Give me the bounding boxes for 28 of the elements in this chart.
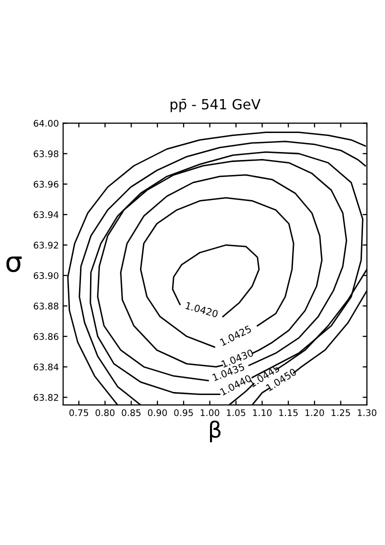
y-tick-label: 63.84 — [34, 364, 58, 370]
y-tick-label: 63.86 — [34, 333, 58, 340]
line-series — [172, 244, 260, 318]
x-tick-label: 0.95 — [174, 409, 193, 416]
x-tick-label: 1.25 — [332, 409, 350, 416]
line-series — [140, 197, 294, 348]
x-tick-label: 0.75 — [69, 409, 88, 416]
chart-title: pp̄ - 541 GeV — [170, 98, 261, 112]
y-tick-label: 63.92 — [34, 242, 58, 249]
x-tick-label: 1.30 — [358, 409, 376, 416]
y-tick-label: 63.82 — [34, 394, 58, 401]
x-tick-label: 0.90 — [148, 409, 167, 416]
y-tick-label: 63.94 — [34, 211, 58, 218]
x-tick-label: 1.00 — [200, 409, 220, 416]
y-axis-title: σ — [6, 256, 22, 272]
x-tick-label: 1.15 — [279, 409, 298, 416]
x-tick-label: 1.10 — [253, 409, 272, 416]
y-tick-label: 63.96 — [34, 180, 58, 188]
x-tick-label: 1.05 — [226, 409, 246, 416]
y-tick-label: 63.88 — [34, 302, 58, 310]
x-tick-label: 0.80 — [96, 409, 114, 416]
x-axis-title: β — [210, 420, 221, 442]
x-tick-label: 0.85 — [122, 409, 140, 416]
text: 1.0420 — [185, 302, 218, 318]
y-tick-label: 64.00 — [34, 120, 58, 127]
x-tick-label: 1.20 — [305, 409, 324, 416]
y-tick-label: 63.98 — [34, 150, 58, 158]
y-tick-label: 63.90 — [34, 272, 58, 280]
